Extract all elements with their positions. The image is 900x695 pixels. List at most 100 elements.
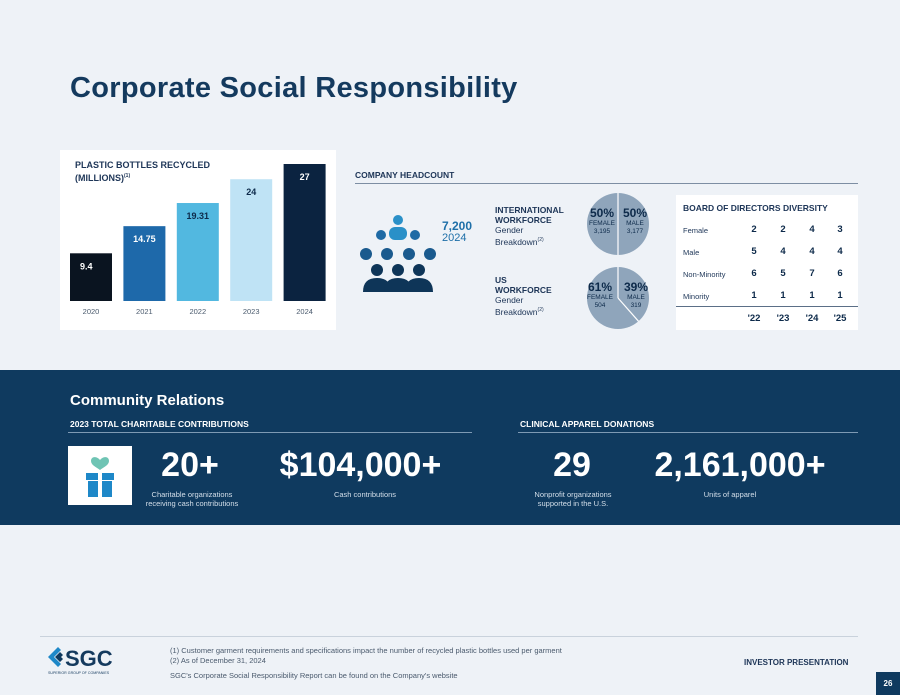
us-female-count: 504 bbox=[594, 302, 606, 309]
board-year: '24 bbox=[805, 313, 819, 324]
page-title: Corporate Social Responsibility bbox=[70, 72, 518, 104]
us-male-pct: 39% bbox=[623, 280, 649, 294]
page-number: 26 bbox=[876, 672, 900, 695]
board-cell: 1 bbox=[809, 290, 815, 301]
board-cell: 6 bbox=[751, 268, 757, 279]
stat-cash-caption: Cash contributions bbox=[300, 490, 430, 499]
bar-value-label: 24 bbox=[246, 187, 256, 197]
us-sub-line2: Breakdown bbox=[495, 306, 538, 317]
us-pie-svg bbox=[587, 267, 649, 329]
bar-2021 bbox=[123, 226, 166, 301]
x-tick-label: 2022 bbox=[189, 307, 206, 316]
board-cell: 3 bbox=[837, 224, 843, 235]
us-female-pct: 61% bbox=[587, 280, 613, 294]
board-row-label: Non-Minority bbox=[683, 270, 726, 279]
bar-chart-svg: 9.4 2020 14.75 2021 19.31 2022 24 2023 27 2024 bbox=[70, 164, 326, 316]
bar-value-label: 14.75 bbox=[133, 234, 156, 244]
headcount-title: COMPANY HEADCOUNT bbox=[355, 170, 455, 180]
gift-box-tile bbox=[68, 446, 132, 505]
intl-sub-line2: Breakdown bbox=[495, 236, 538, 247]
caption-line: receiving cash contributions bbox=[145, 499, 239, 508]
sgc-logo-mark: SGC SUPERIOR GROUP OF COMPANIES bbox=[48, 646, 113, 675]
stat-apparel: 2,161,000+ bbox=[654, 446, 826, 484]
us-sub-line1: Gender bbox=[495, 295, 524, 305]
stat-apparel-caption: Units of apparel bbox=[665, 490, 795, 499]
board-row-label: Female bbox=[683, 226, 709, 235]
stat-charitable-orgs: 20+ bbox=[161, 446, 219, 484]
logo-text: SGC bbox=[65, 646, 113, 671]
chart-title-line2: (MILLIONS) bbox=[75, 173, 124, 183]
stat-nonprofits-caption: Nonprofit organizations supported in the… bbox=[505, 490, 641, 508]
board-year: '25 bbox=[833, 313, 847, 324]
x-tick-label: 2023 bbox=[243, 307, 260, 316]
x-tick-label: 2021 bbox=[136, 307, 153, 316]
investor-presentation-label: INVESTOR PRESENTATION bbox=[744, 658, 849, 667]
caption-line: Nonprofit organizations bbox=[534, 490, 612, 499]
bar-2023 bbox=[230, 179, 273, 301]
x-tick-label: 2024 bbox=[296, 307, 313, 316]
board-row-label: Male bbox=[683, 248, 700, 257]
footnote-2: (2) As of December 31, 2024 bbox=[170, 656, 266, 665]
headcount-year: 2024 bbox=[442, 232, 467, 244]
us-male-block: 39% MALE 319 bbox=[620, 280, 652, 310]
caption-line: Units of apparel bbox=[703, 490, 757, 499]
caption-line: supported in the U.S. bbox=[537, 499, 609, 508]
intl-pie-svg bbox=[587, 193, 649, 255]
us-gender-pie: 61% FEMALE 504 39% MALE 319 bbox=[586, 266, 650, 335]
gift-heart-icon bbox=[86, 457, 114, 497]
board-cell: 4 bbox=[780, 246, 786, 257]
logo-subtext: SUPERIOR GROUP OF COMPANIES bbox=[48, 671, 110, 675]
board-row-label: Minority bbox=[683, 292, 710, 301]
board-cell: 2 bbox=[751, 224, 757, 235]
intl-female-label: FEMALE bbox=[588, 220, 615, 227]
board-cell: 1 bbox=[751, 290, 757, 301]
caption-line: Cash contributions bbox=[333, 490, 397, 499]
footnote-report: SGC's Corporate Social Responsibility Re… bbox=[170, 671, 458, 680]
intl-footnote: (2) bbox=[537, 237, 544, 243]
board-year: '23 bbox=[776, 313, 790, 324]
intl-male-block: 50% MALE 3,177 bbox=[619, 206, 651, 236]
intl-female-count: 3,195 bbox=[593, 228, 611, 235]
board-cell: 1 bbox=[780, 290, 786, 301]
stat-cash: $104,000+ bbox=[279, 446, 442, 484]
chart-title-footnote: (1) bbox=[124, 173, 131, 179]
stat-nonprofits: 29 bbox=[553, 446, 591, 484]
people-group-icon bbox=[360, 215, 436, 292]
community-title: Community Relations bbox=[70, 392, 225, 409]
us-label-line1: US bbox=[495, 275, 507, 285]
bar-2024 bbox=[283, 164, 326, 301]
intl-gender-pie: 50% FEMALE 3,195 50% MALE 3,177 bbox=[586, 192, 650, 261]
us-female-block: 61% FEMALE 504 bbox=[582, 280, 618, 310]
chart-title-line1: PLASTIC BOTTLES RECYCLED bbox=[75, 160, 211, 170]
us-workforce-label: US WORKFORCE Gender Breakdown(2) bbox=[495, 275, 552, 317]
intl-label-line2: WORKFORCE bbox=[495, 215, 552, 225]
us-footnote: (2) bbox=[537, 307, 544, 313]
apparel-divider bbox=[518, 432, 858, 433]
bar-2020 bbox=[70, 253, 112, 301]
bar-value-label: 9.4 bbox=[80, 261, 93, 271]
board-cell: 5 bbox=[780, 268, 786, 279]
plastic-bottles-chart: 9.4 2020 14.75 2021 19.31 2022 24 2023 27 2024 PL… bbox=[60, 150, 336, 330]
intl-male-label: MALE bbox=[626, 220, 644, 227]
caption-line: Charitable organizations bbox=[151, 490, 233, 499]
board-cell: 5 bbox=[751, 246, 757, 257]
apparel-title: CLINICAL APPAREL DONATIONS bbox=[520, 419, 655, 429]
us-male-label: MALE bbox=[627, 294, 645, 301]
board-divider bbox=[676, 306, 858, 307]
board-cell: 7 bbox=[809, 268, 815, 279]
stat-charitable-orgs-caption: Charitable organizations receiving cash … bbox=[122, 490, 262, 508]
intl-label-line1: INTERNATIONAL bbox=[495, 205, 564, 215]
x-tick-label: 2020 bbox=[83, 307, 100, 316]
board-diversity-table: BOARD OF DIRECTORS DIVERSITY Female 2 2 … bbox=[676, 195, 858, 330]
us-male-count: 319 bbox=[630, 302, 642, 309]
charitable-title: 2023 TOTAL CHARITABLE CONTRIBUTIONS bbox=[70, 419, 249, 429]
intl-female-pct: 50% bbox=[589, 206, 615, 220]
intl-sub-line1: Gender bbox=[495, 225, 524, 235]
chart-title: PLASTIC BOTTLES RECYCLED (MILLIONS)(1) bbox=[75, 160, 210, 184]
footnote-1: (1) Customer garment requirements and sp… bbox=[170, 646, 562, 655]
board-cell: 4 bbox=[837, 246, 843, 257]
us-female-label: FEMALE bbox=[586, 294, 613, 301]
us-label-line2: WORKFORCE bbox=[495, 285, 552, 295]
bar-value-label: 19.31 bbox=[187, 211, 210, 221]
bar-2022 bbox=[176, 203, 219, 301]
